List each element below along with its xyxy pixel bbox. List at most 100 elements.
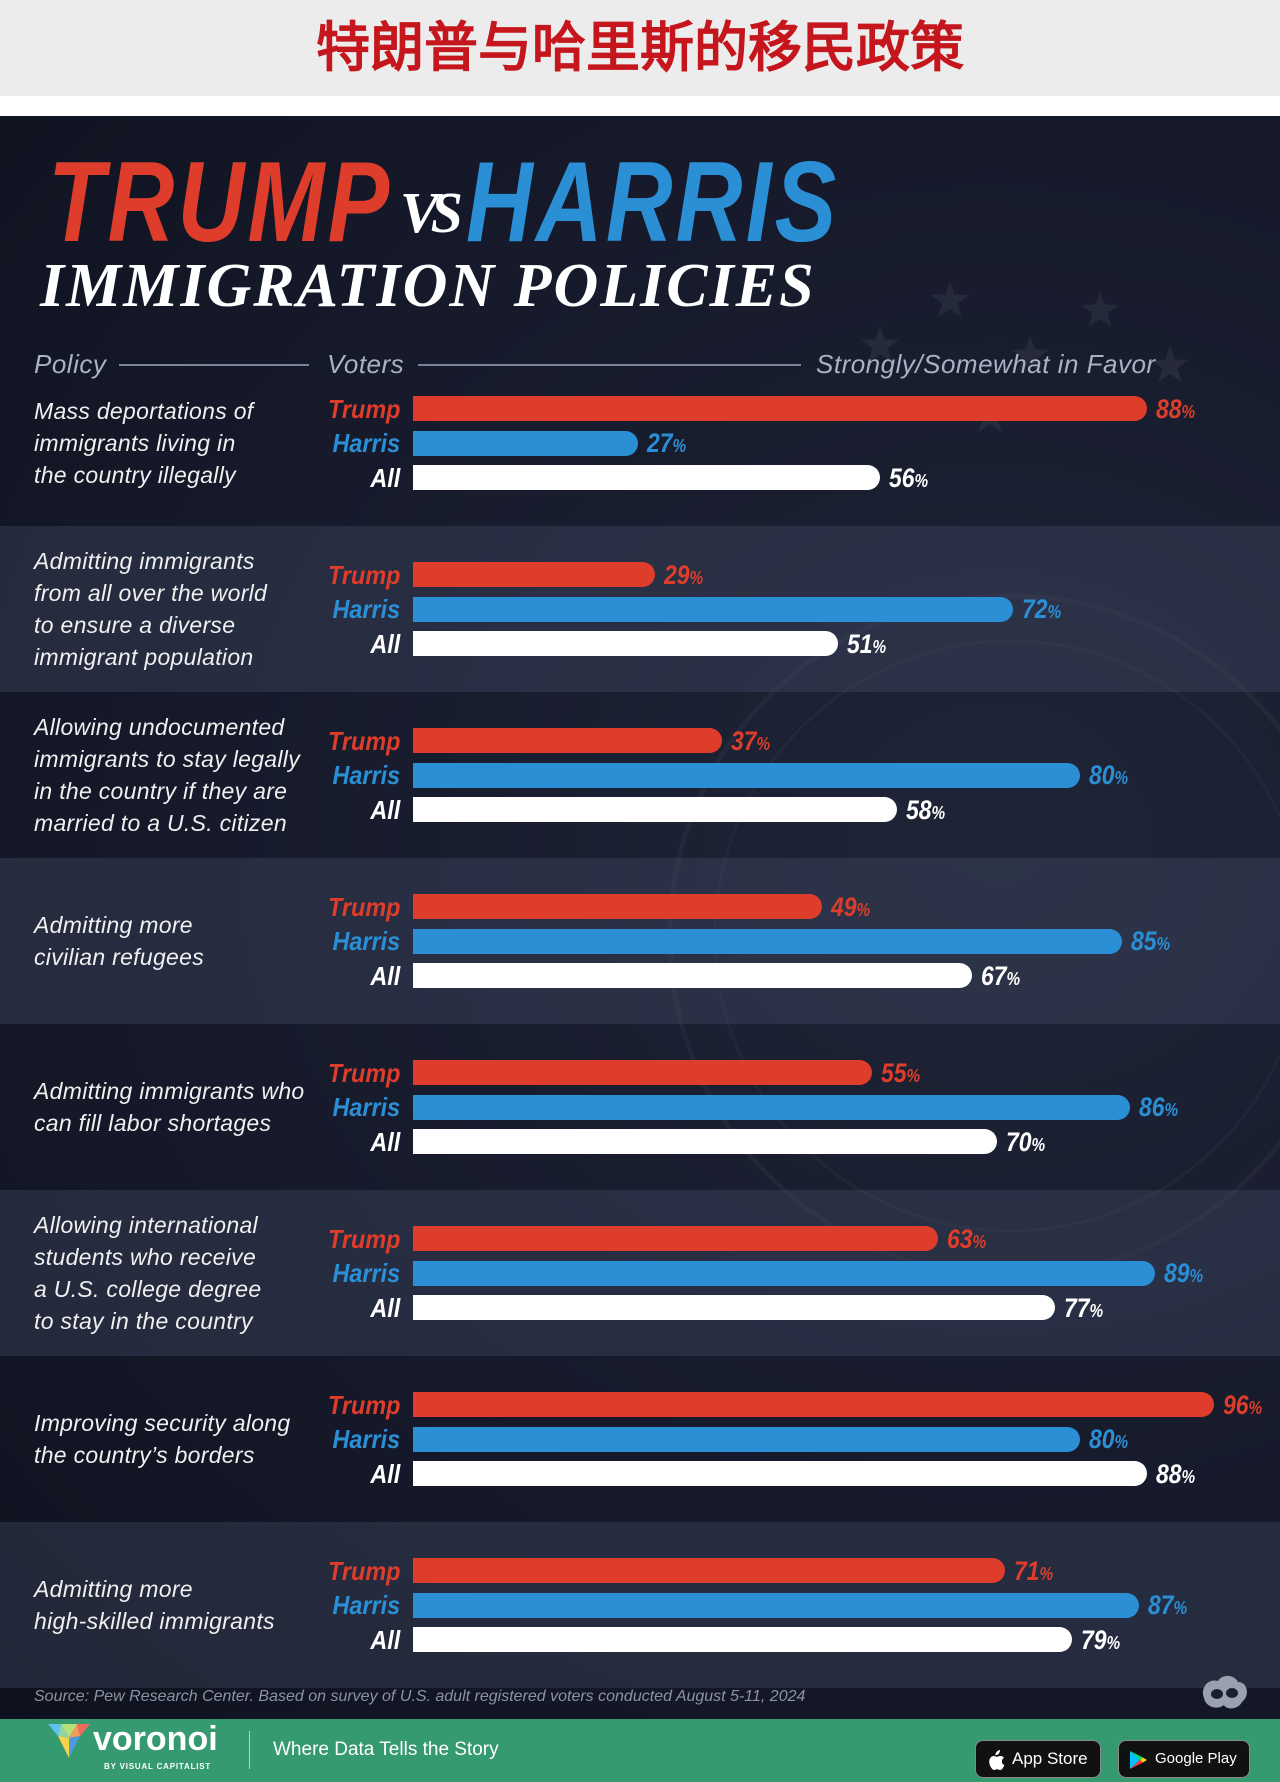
value-number: 63 xyxy=(947,1223,973,1254)
footer-tagline: Where Data Tells the Story xyxy=(273,1739,499,1760)
bar-trump xyxy=(413,728,722,754)
value-number: 80 xyxy=(1089,760,1115,791)
value-unit: % xyxy=(689,567,704,588)
value-number: 88 xyxy=(1155,393,1182,424)
bar-trump xyxy=(413,1060,872,1086)
bar-all xyxy=(413,465,881,491)
voronoi-byline: BY VISUAL CAPITALIST xyxy=(104,1762,212,1771)
voter-label-all: All xyxy=(370,1624,400,1655)
header-rule xyxy=(418,364,801,366)
bar-harris xyxy=(413,1094,1131,1120)
value-label-trump: 49% xyxy=(831,892,870,925)
value-unit: % xyxy=(1006,968,1020,989)
bar-harris xyxy=(413,430,639,456)
value-label-all: 70% xyxy=(1006,1127,1045,1160)
source-note: Source: Pew Research Center. Based on su… xyxy=(34,1688,806,1705)
value-number: 37 xyxy=(730,725,757,756)
bar-harris xyxy=(413,596,1014,622)
value-unit: % xyxy=(1031,1134,1045,1155)
value-label-harris: 80% xyxy=(1089,1424,1128,1457)
voter-label-trump: Trump xyxy=(327,1057,400,1088)
voter-label-trump: Trump xyxy=(327,1223,400,1254)
bar-harris xyxy=(413,1592,1139,1618)
bar-all xyxy=(413,797,897,823)
value-unit: % xyxy=(1048,602,1062,623)
voter-label-harris: Harris xyxy=(332,428,400,459)
value-label-harris: 72% xyxy=(1022,594,1061,627)
value-label-all: 56% xyxy=(889,463,928,496)
policy-label: Admitting immigrants who can fill labor … xyxy=(34,1078,305,1137)
value-label-harris: 87% xyxy=(1148,1590,1187,1623)
voter-label-trump: Trump xyxy=(327,393,400,424)
policy-label: Allowing international students who rece… xyxy=(34,1212,262,1335)
bar-trump xyxy=(413,1558,1006,1584)
value-unit: % xyxy=(756,733,770,754)
value-number: 49 xyxy=(830,891,857,922)
policy-label: Admitting more high-skilled immigrants xyxy=(34,1576,275,1635)
value-label-trump: 29% xyxy=(664,560,703,593)
bar-all xyxy=(413,1627,1072,1653)
value-unit: % xyxy=(1181,1466,1196,1487)
column-header-policy: Policy xyxy=(34,349,107,379)
value-unit: % xyxy=(1106,1632,1121,1653)
value-label-all: 67% xyxy=(981,961,1020,994)
voter-label-trump: Trump xyxy=(327,891,400,922)
policy-label: Allowing undocumented immigrants to stay… xyxy=(34,714,300,837)
bar-trump xyxy=(413,396,1147,422)
voter-label-trump: Trump xyxy=(327,1555,400,1586)
voter-label-trump: Trump xyxy=(327,1389,400,1420)
bar-trump xyxy=(413,1226,939,1252)
voter-label-all: All xyxy=(370,462,400,493)
value-number: 85 xyxy=(1130,926,1157,957)
voter-label-harris: Harris xyxy=(332,594,400,625)
value-label-trump: 55% xyxy=(881,1058,920,1091)
bar-trump xyxy=(413,1392,1214,1418)
value-label-harris: 86% xyxy=(1139,1092,1178,1125)
voter-label-harris: Harris xyxy=(332,760,400,791)
bar-all xyxy=(413,963,972,989)
google-play-badge[interactable]: Google Play xyxy=(1118,1740,1250,1778)
value-unit: % xyxy=(1156,934,1171,955)
bar-all xyxy=(413,1129,997,1155)
value-unit: % xyxy=(1189,1266,1204,1287)
value-number: 56 xyxy=(889,462,915,493)
apple-icon xyxy=(989,1750,1005,1770)
value-label-all: 79% xyxy=(1081,1625,1120,1658)
voter-label-all: All xyxy=(370,1292,400,1323)
value-number: 72 xyxy=(1022,594,1049,625)
voter-label-all: All xyxy=(370,794,400,825)
policy-label: Admitting more civilian refugees xyxy=(34,912,205,971)
value-unit: % xyxy=(906,1065,920,1086)
value-number: 88 xyxy=(1155,1458,1182,1489)
value-unit: % xyxy=(972,1231,987,1252)
voter-label-trump: Trump xyxy=(327,725,400,756)
top-banner: 特朗普与哈里斯的移民政策 xyxy=(0,0,1280,96)
title-harris: HARRIS xyxy=(466,139,840,266)
value-unit: % xyxy=(914,470,929,491)
google-play-label: Google Play xyxy=(1155,1750,1237,1767)
app-store-label: App Store xyxy=(1012,1749,1088,1768)
policy-label: Improving security along the country’s b… xyxy=(34,1410,291,1469)
value-number: 58 xyxy=(905,794,932,825)
value-label-harris: 27% xyxy=(647,428,686,461)
value-unit: % xyxy=(931,802,945,823)
value-unit: % xyxy=(1039,1563,1054,1584)
value-label-harris: 85% xyxy=(1131,926,1170,959)
voter-label-trump: Trump xyxy=(327,559,400,590)
bar-harris xyxy=(413,762,1081,788)
bar-harris xyxy=(413,928,1122,954)
bar-all xyxy=(413,1295,1056,1321)
voronoi-wordmark: voronoi xyxy=(93,1720,218,1758)
value-unit: % xyxy=(1248,1397,1262,1418)
voter-label-harris: Harris xyxy=(332,1258,400,1289)
value-unit: % xyxy=(672,436,687,457)
policy-label: Mass deportations of immigrants living i… xyxy=(34,398,254,489)
bar-harris xyxy=(413,1260,1156,1286)
google-play-icon xyxy=(1130,1751,1147,1769)
title-vs: VS xyxy=(400,180,463,245)
value-label-trump: 37% xyxy=(731,726,770,759)
app-store-badge[interactable]: App Store xyxy=(975,1740,1101,1778)
value-number: 71 xyxy=(1014,1555,1040,1586)
